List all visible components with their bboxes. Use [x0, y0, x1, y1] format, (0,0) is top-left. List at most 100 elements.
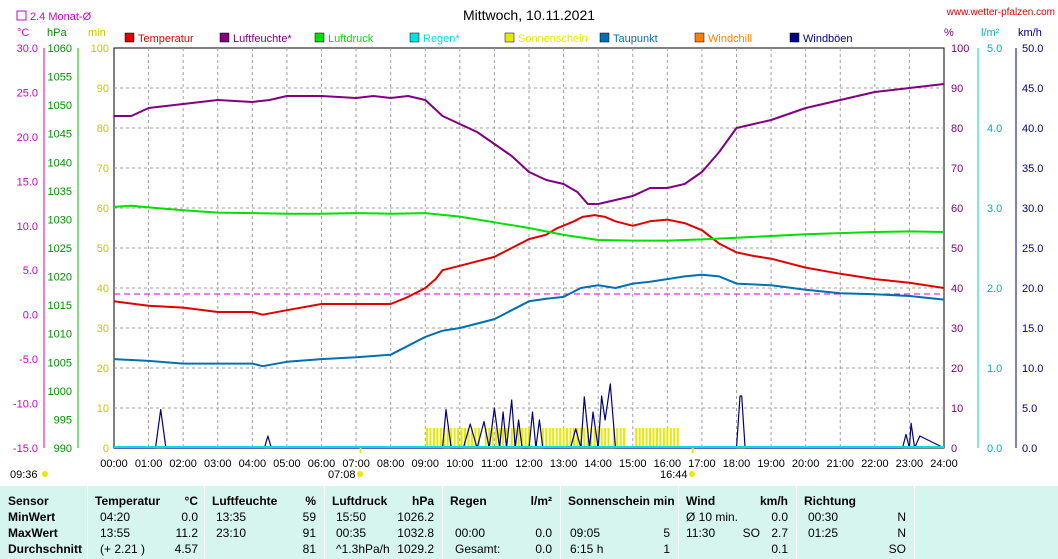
x-tick-label: 08:00 — [377, 458, 405, 470]
minutes-tick-label: 40 — [97, 283, 109, 295]
wind-tick-label: 50.0 — [1022, 43, 1043, 55]
header-direction: Richtung — [804, 494, 856, 508]
legend-swatch — [314, 32, 325, 43]
header-sensor: Sensor — [8, 494, 49, 508]
legend-label: Luftfeuchte* — [233, 33, 292, 45]
header-temp-unit: °C — [184, 494, 198, 508]
table-column — [87, 486, 205, 559]
wind-tick-label: 45.0 — [1022, 83, 1043, 95]
percent-tick-label: 10 — [951, 403, 963, 415]
x-tick-label: 24:00 — [930, 458, 958, 470]
minutes-tick-label: 70 — [97, 163, 109, 175]
temp-time: 04:20 — [100, 510, 131, 524]
legend-swatch — [409, 32, 420, 43]
x-axis: 00:00 01:00 02:00 03:00 04:00 05:00 06:00 07:00… — [100, 458, 958, 470]
wind-value: 0.0 — [771, 510, 788, 524]
humidity-value: 91 — [302, 526, 316, 540]
pressure-time: 00:35 — [336, 526, 367, 540]
wind-tick-label: 5.0 — [1022, 403, 1037, 415]
legend-label: Sonnenschein — [518, 33, 588, 45]
wind-tick-label: 20.0 — [1022, 283, 1043, 295]
humidity-time: 23:10 — [216, 526, 247, 540]
legend-label: Windböen — [803, 33, 853, 45]
unit-percent-label: % — [944, 27, 954, 39]
table-column — [442, 486, 561, 559]
pressure-tick-label: 1020 — [48, 272, 72, 284]
unit-pressure-label: hPa — [47, 27, 67, 39]
rain-tick-label: 1.0 — [987, 363, 1002, 375]
percent-tick-label: 70 — [951, 163, 963, 175]
pressure-tick-label: 995 — [54, 414, 72, 426]
minutes-tick-label: 100 — [91, 43, 109, 55]
wind-time: Ø 10 min. — [686, 510, 739, 524]
rain-tick-label: 3.0 — [987, 203, 1002, 215]
x-tick-label: 23:00 — [896, 458, 924, 470]
pressure-tick-label: 1005 — [48, 357, 72, 369]
unit-wind-label: km/h — [1018, 27, 1042, 39]
legend-swatch — [694, 32, 705, 43]
percent-tick-label: 100 — [951, 43, 969, 55]
header-wind-unit: km/h — [759, 494, 788, 508]
temp-time: 13:55 — [100, 526, 131, 540]
legend-swatch — [124, 32, 135, 43]
header-rain: Regen — [450, 494, 487, 508]
legend-swatch — [504, 32, 515, 43]
rain-time: 00:00 — [455, 526, 486, 540]
x-tick-label: 10:00 — [446, 458, 474, 470]
temp-time: (+ 2.21 ) — [100, 542, 146, 556]
rain-time: Gesamt: — [455, 542, 501, 556]
x-tick-label: 19:00 — [757, 458, 785, 470]
sunset-icon — [689, 471, 695, 477]
wind-direction: SO — [742, 526, 760, 540]
wind-value: 2.7 — [771, 526, 788, 540]
wind-tick-label: 15.0 — [1022, 323, 1043, 335]
rain-value: 0.0 — [535, 526, 552, 540]
temp-tick-label: 0.0 — [23, 310, 38, 322]
legend-label: Windchill — [708, 33, 752, 45]
sun-time: 09:05 — [570, 526, 601, 540]
x-tick-label: 21:00 — [826, 458, 854, 470]
wind-tick-label: 25.0 — [1022, 243, 1043, 255]
pressure-tick-label: 1040 — [48, 157, 72, 169]
series-taupunkt — [113, 273, 945, 368]
pressure-tick-label: 1055 — [48, 72, 72, 84]
percent-tick-label: 30 — [951, 323, 963, 335]
pressure-tick-label: 990 — [54, 443, 72, 455]
chart-series — [113, 83, 945, 449]
legend-label: Regen* — [423, 33, 460, 45]
chart-title: Mittwoch, 10.11.2021 — [463, 7, 595, 23]
humidity-value: 81 — [302, 542, 316, 556]
x-tick-label: 16:00 — [654, 458, 682, 470]
rain-tick-label: 2.0 — [987, 283, 1002, 295]
percent-tick-label: 50 — [951, 243, 963, 255]
x-tick-label: 13:00 — [550, 458, 578, 470]
direction-value: N — [897, 510, 906, 524]
chart-legend: Temperatur Luftfeuchte* Luftdruck Regen* Son… — [124, 32, 853, 45]
rain-tick-label: 0.0 — [987, 443, 1002, 455]
avg-legend-box — [16, 10, 27, 21]
minutes-tick-label: 50 — [97, 243, 109, 255]
direction-time: 00:30 — [808, 510, 839, 524]
temp-tick-label: -15.0 — [13, 443, 38, 455]
rain-tick-label: 4.0 — [987, 123, 1002, 135]
table-column — [678, 486, 797, 559]
wind-tick-label: 30.0 — [1022, 203, 1043, 215]
sunrise-icon — [357, 471, 363, 477]
minutes-tick-label: 90 — [97, 83, 109, 95]
sun-time: 6:15 h — [570, 542, 604, 556]
rain-tick-label: 5.0 — [987, 43, 1002, 55]
minutes-tick-label: 0 — [103, 443, 109, 455]
x-tick-label: 07:00 — [342, 458, 370, 470]
table-column — [204, 486, 325, 559]
legend-label: Temperatur — [138, 33, 194, 45]
pressure-tick-label: 1010 — [48, 329, 72, 341]
x-tick-label: 17:00 — [688, 458, 716, 470]
wind-tick-label: 10.0 — [1022, 363, 1043, 375]
legend-swatch — [599, 32, 610, 43]
legend-swatch — [219, 32, 230, 43]
table-column — [796, 486, 915, 559]
x-tick-label: 04:00 — [239, 458, 267, 470]
wind-tick-label: 40.0 — [1022, 123, 1043, 135]
temp-tick-label: 20.0 — [17, 132, 38, 144]
percent-tick-label: 80 — [951, 123, 963, 135]
